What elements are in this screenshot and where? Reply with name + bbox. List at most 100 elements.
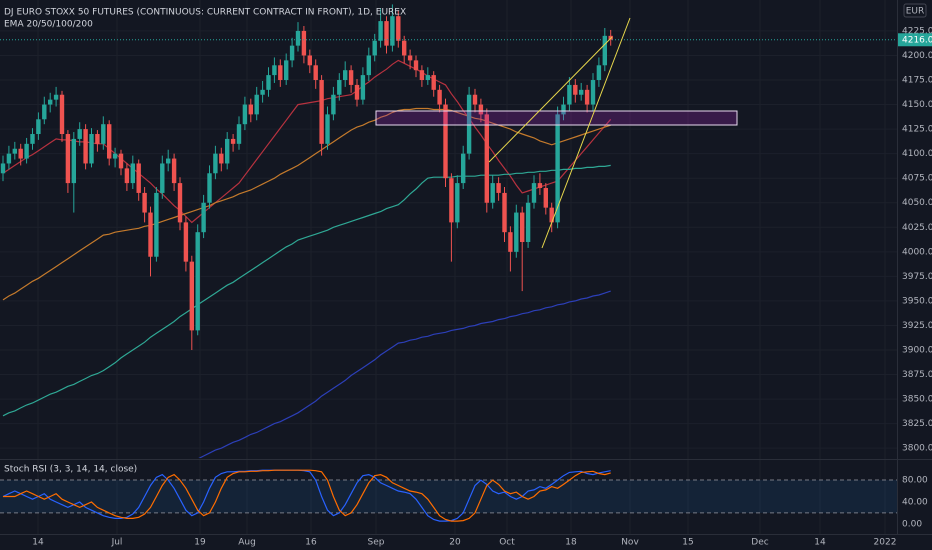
candle-body (30, 134, 35, 144)
candle-body (295, 30, 301, 46)
candle-body (301, 30, 307, 56)
candle-body (584, 89, 590, 105)
x-tick-label: Aug (238, 538, 256, 548)
candle-body (573, 84, 578, 95)
candle-body (531, 183, 537, 203)
candle-body (171, 158, 177, 184)
candle-body (337, 80, 342, 95)
currency-box[interactable] (903, 3, 927, 18)
candle-body (242, 104, 248, 125)
zone-box[interactable] (375, 110, 738, 126)
trend-line[interactable] (488, 36, 613, 163)
candle-body (77, 129, 82, 139)
candle-body (6, 153, 12, 164)
candle-body (160, 163, 165, 193)
candle-body (596, 65, 602, 81)
candle-body (107, 124, 112, 159)
candle-body (136, 163, 141, 193)
candle-body (360, 75, 366, 100)
candle-body (225, 138, 230, 164)
y-tick-label: 4125.0 (902, 125, 932, 135)
x-tick-label: Dec (751, 538, 768, 548)
candle-body (555, 114, 560, 223)
x-tick-label: 20 (449, 538, 461, 548)
candle-body (201, 202, 206, 233)
y-tick-label: 3850.0 (902, 395, 932, 405)
candle-body (431, 75, 436, 90)
last-price-label: 4216.0 (902, 35, 932, 45)
stoch-band (0, 480, 897, 513)
candle-body (472, 94, 478, 105)
x-tick-label: 15 (682, 538, 693, 548)
candle-body (177, 183, 183, 223)
candle-body (148, 212, 153, 257)
candle-body (579, 89, 584, 95)
candle-body (590, 80, 596, 105)
y-tick-label: 4000.0 (902, 247, 932, 257)
x-tick-label: 19 (194, 538, 206, 548)
candle-body (112, 153, 118, 159)
candle-body (407, 55, 413, 61)
y-tick-label: 3900.0 (902, 346, 932, 356)
trend-line[interactable] (541, 17, 631, 249)
candle-body (289, 45, 295, 61)
y-tick-label: 3925.0 (902, 321, 932, 331)
candle-body (478, 104, 484, 115)
candle-body (18, 148, 23, 159)
candle-body (124, 168, 130, 184)
candle-body (461, 153, 466, 184)
candle-body (443, 104, 448, 179)
y-tick-label: 3975.0 (902, 272, 932, 282)
x-tick-label: 18 (565, 538, 577, 548)
candle-body (260, 89, 265, 95)
candle-body (42, 104, 47, 120)
candle-body (502, 192, 507, 233)
candle-body (348, 70, 354, 85)
drawings (375, 17, 738, 249)
candle-body (484, 114, 489, 203)
candle-body (425, 75, 430, 81)
candle-body (36, 119, 41, 135)
candle-body (83, 129, 88, 164)
stoch-pane (0, 469, 897, 522)
candle-body (189, 261, 194, 331)
candle-body (354, 84, 360, 100)
stoch-label: Stoch RSI (3, 3, 14, 14, close) (4, 465, 137, 475)
candle-body (248, 104, 253, 115)
x-tick-label: 2022 (874, 538, 897, 548)
candle-body (561, 104, 566, 115)
candle-body (207, 173, 212, 203)
candle-body (396, 16, 401, 41)
candle-body (130, 163, 135, 184)
x-tick-label: Nov (621, 538, 639, 548)
y-tick-label: 4200.0 (902, 51, 932, 61)
y-tick-label: 3950.0 (902, 296, 932, 306)
candle-body (230, 138, 236, 144)
x-tick-label: 14 (814, 538, 826, 548)
candle-body (508, 232, 513, 252)
stoch-tick-label: 40.00 (902, 497, 928, 507)
candle-body (266, 75, 271, 90)
x-tick-label: Sep (368, 538, 385, 548)
candle-body (384, 21, 389, 46)
currency[interactable]: EUR (906, 7, 925, 17)
candle-body (378, 21, 383, 41)
candle-body (53, 94, 59, 100)
candle-body (101, 124, 106, 144)
candle-body (118, 153, 124, 169)
candle-body (236, 124, 242, 144)
indicator-line (2, 469, 611, 522)
candle-body (455, 183, 460, 223)
grid (0, 0, 897, 534)
chart-title: DJ EURO STOXX 50 FUTURES (CONTINUOUS: CU… (4, 8, 406, 18)
candle-body (89, 134, 94, 164)
candle-body (525, 202, 531, 243)
candle-body (307, 55, 312, 66)
x-tick-label: 16 (305, 538, 317, 548)
indicator-label: EMA 20/50/100/200 (4, 20, 93, 30)
indicator-line (2, 107, 611, 301)
y-tick-label: 4050.0 (902, 198, 932, 208)
candle-body (543, 188, 548, 208)
candle-body (195, 232, 200, 331)
